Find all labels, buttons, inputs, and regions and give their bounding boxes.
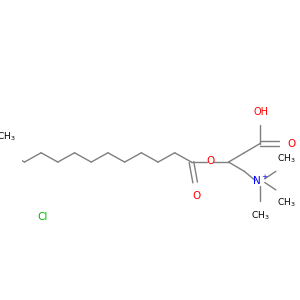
Text: OH: OH: [254, 106, 268, 117]
Text: Cl: Cl: [37, 212, 47, 222]
Text: O: O: [287, 139, 295, 148]
Text: O: O: [192, 191, 200, 201]
Text: CH$_3$: CH$_3$: [277, 152, 296, 165]
Text: CH$_3$: CH$_3$: [0, 130, 15, 142]
Text: CH$_3$: CH$_3$: [277, 196, 296, 209]
Text: O: O: [206, 156, 214, 166]
Text: N$^+$: N$^+$: [252, 174, 268, 187]
Text: CH$_3$: CH$_3$: [251, 209, 269, 222]
